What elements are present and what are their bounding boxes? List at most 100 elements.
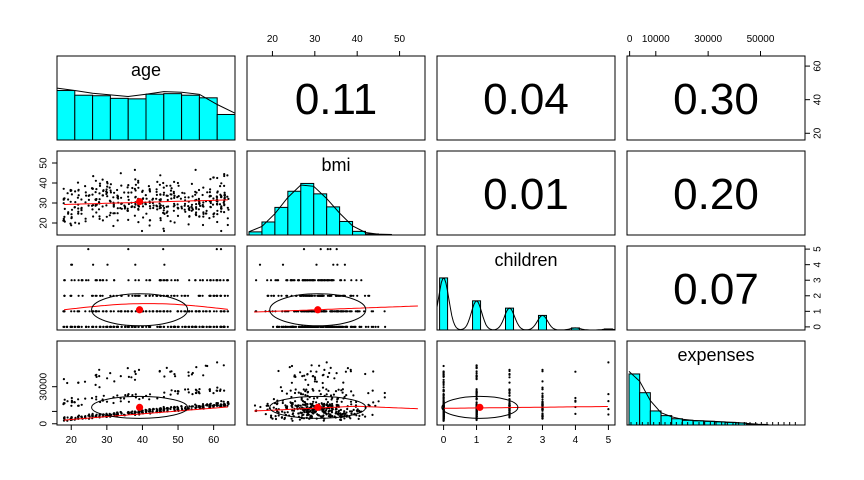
data-point	[329, 394, 333, 397]
data-point	[180, 310, 183, 313]
data-point	[323, 279, 326, 282]
data-point	[98, 217, 101, 220]
data-point	[74, 201, 77, 204]
data-point	[475, 372, 478, 375]
data-point	[315, 401, 318, 404]
data-point	[316, 325, 319, 328]
data-point	[80, 212, 83, 215]
data-point	[367, 392, 370, 395]
data-point	[270, 414, 273, 417]
data-point	[88, 413, 91, 416]
data-point	[223, 197, 226, 200]
data-point	[113, 380, 116, 383]
data-point	[280, 325, 283, 328]
data-point	[292, 409, 296, 412]
data-point	[288, 325, 291, 328]
data-point	[309, 279, 312, 282]
scatter-panel-children-vs-bmi	[246, 245, 426, 331]
data-point	[300, 393, 303, 396]
smooth-line	[254, 305, 418, 313]
data-point	[216, 279, 219, 282]
data-point	[172, 209, 175, 212]
data-point	[112, 205, 115, 208]
data-point	[212, 176, 215, 179]
data-point	[265, 404, 268, 407]
data-point	[195, 406, 198, 409]
data-point	[277, 279, 280, 282]
data-point	[62, 187, 65, 190]
data-point	[304, 378, 307, 381]
data-point	[183, 294, 186, 297]
data-point	[134, 178, 137, 181]
data-point	[148, 188, 151, 191]
data-point	[117, 310, 120, 313]
data-point	[108, 199, 111, 202]
histogram-bar	[92, 95, 111, 141]
data-point	[220, 229, 223, 233]
data-point	[188, 325, 191, 328]
smooth-line	[64, 406, 228, 421]
data-point	[105, 215, 108, 218]
data-point	[116, 394, 119, 397]
data-point	[475, 391, 478, 395]
data-point	[127, 294, 130, 297]
data-point	[127, 310, 130, 313]
data-point	[195, 389, 198, 392]
data-point	[346, 407, 349, 411]
data-point	[195, 366, 198, 369]
data-point	[442, 375, 445, 378]
data-point	[87, 204, 90, 207]
data-point	[108, 214, 111, 217]
data-point	[105, 188, 108, 191]
data-point	[220, 194, 223, 197]
data-point	[162, 229, 166, 233]
data-point	[208, 217, 211, 220]
data-point	[541, 392, 544, 395]
data-point	[133, 370, 136, 373]
data-point	[333, 325, 336, 328]
data-point	[74, 325, 77, 328]
data-point	[141, 189, 144, 192]
data-point	[134, 263, 137, 266]
left-axis-tick-label: 30000	[39, 372, 50, 400]
data-point	[162, 211, 165, 214]
data-point	[322, 411, 325, 414]
data-point	[62, 402, 65, 405]
data-point	[169, 220, 172, 223]
data-point	[148, 410, 151, 413]
data-point	[384, 325, 387, 328]
data-point	[84, 220, 87, 223]
data-point	[312, 279, 315, 282]
data-point	[101, 294, 104, 297]
data-point	[304, 394, 307, 397]
correlation-panel-age-children: 0.04	[436, 55, 616, 141]
right-axis-tick-label: 4	[813, 261, 824, 267]
data-point	[126, 367, 129, 370]
data-point	[264, 413, 267, 416]
data-point	[183, 325, 186, 328]
data-point	[301, 400, 305, 403]
data-point	[208, 310, 211, 313]
data-point	[348, 415, 351, 418]
smooth-line	[64, 303, 228, 311]
panel-frame	[56, 150, 236, 236]
data-point	[215, 310, 218, 313]
data-point	[342, 381, 345, 384]
data-point	[300, 294, 303, 297]
data-point	[329, 279, 333, 282]
data-point	[123, 191, 126, 194]
data-point	[70, 404, 73, 407]
data-point	[226, 195, 229, 198]
data-point	[335, 400, 339, 403]
data-point	[98, 375, 101, 378]
data-point	[116, 194, 119, 197]
data-point	[541, 417, 544, 420]
data-point	[290, 364, 294, 368]
data-point	[348, 310, 351, 313]
data-point	[166, 310, 169, 313]
data-point	[191, 208, 194, 211]
data-point	[94, 310, 97, 313]
data-point	[90, 397, 94, 400]
histogram-panel-expenses: expenses	[626, 340, 806, 426]
data-point	[66, 400, 69, 403]
